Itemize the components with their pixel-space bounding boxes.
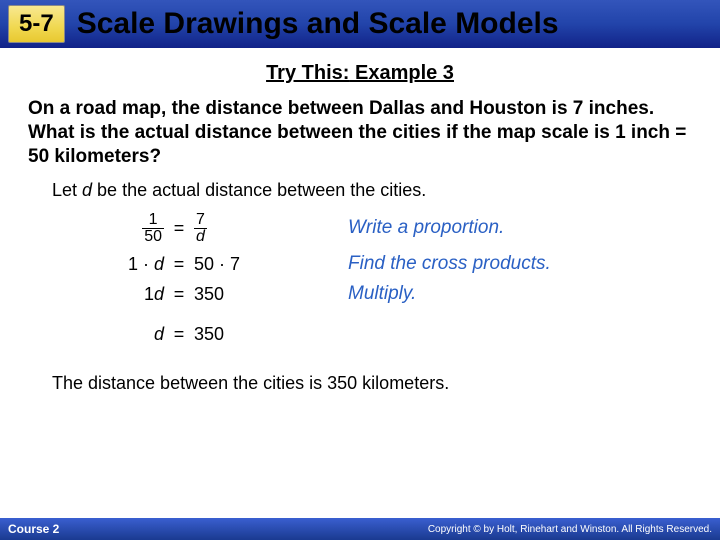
equation-multiply: 1d = 350 [0, 279, 340, 309]
problem-statement: On a road map, the distance between Dall… [28, 97, 692, 168]
frac-den: d [194, 229, 207, 245]
example-subtitle: Try This: Example 3 [0, 62, 720, 85]
annotation-column: Write a proportion. Find the cross produ… [340, 207, 720, 349]
copyright-text: Copyright © by Holt, Rinehart and Winsto… [428, 524, 712, 535]
header-bar: 5-7 Scale Drawings and Scale Models [0, 0, 720, 48]
fraction-right: 7 d [194, 212, 207, 245]
course-label: Course 2 [8, 522, 59, 536]
variable-d: d [196, 228, 205, 245]
annotation-cross-products: Find the cross products. [348, 249, 720, 279]
annotation-proportion: Write a proportion. [348, 207, 720, 249]
frac-den: 50 [142, 229, 164, 245]
eq-rhs: 50 · 7 [188, 254, 308, 275]
intro-variable: d [82, 180, 92, 200]
equals-sign: = [170, 254, 188, 275]
annotation-multiply: Multiply. [348, 279, 720, 309]
equals-sign: = [170, 284, 188, 305]
equals-sign: = [170, 218, 188, 239]
frac-num: 1 [142, 212, 164, 229]
conclusion-statement: The distance between the cities is 350 k… [52, 373, 720, 394]
eq-rhs: 350 [188, 284, 308, 305]
equation-proportion: 1 50 = 7 d [0, 207, 340, 249]
intro-prefix: Let [52, 180, 82, 200]
work-area: 1 50 = 7 d 1 · d = 50 · 7 1d = 350 d [0, 207, 720, 349]
variable-definition: Let d be the actual distance between the… [52, 180, 720, 201]
slide-title: Scale Drawings and Scale Models [77, 7, 559, 41]
variable-d: d [154, 324, 164, 344]
subtitle-prefix: Try This: [266, 62, 349, 84]
intro-suffix: be the actual distance between the citie… [92, 180, 426, 200]
equation-column: 1 50 = 7 d 1 · d = 50 · 7 1d = 350 d [0, 207, 340, 349]
equals-sign: = [170, 324, 188, 345]
frac-num: 7 [194, 212, 207, 229]
section-number-badge: 5-7 [8, 5, 65, 43]
fraction-left: 1 50 [142, 212, 164, 245]
subtitle-suffix: Example 3 [349, 62, 454, 84]
eq-rhs: 350 [188, 324, 308, 345]
equation-cross-product: 1 · d = 50 · 7 [0, 249, 340, 279]
equation-result: d = 350 [0, 319, 340, 349]
footer-bar: Course 2 Copyright © by Holt, Rinehart a… [0, 518, 720, 540]
